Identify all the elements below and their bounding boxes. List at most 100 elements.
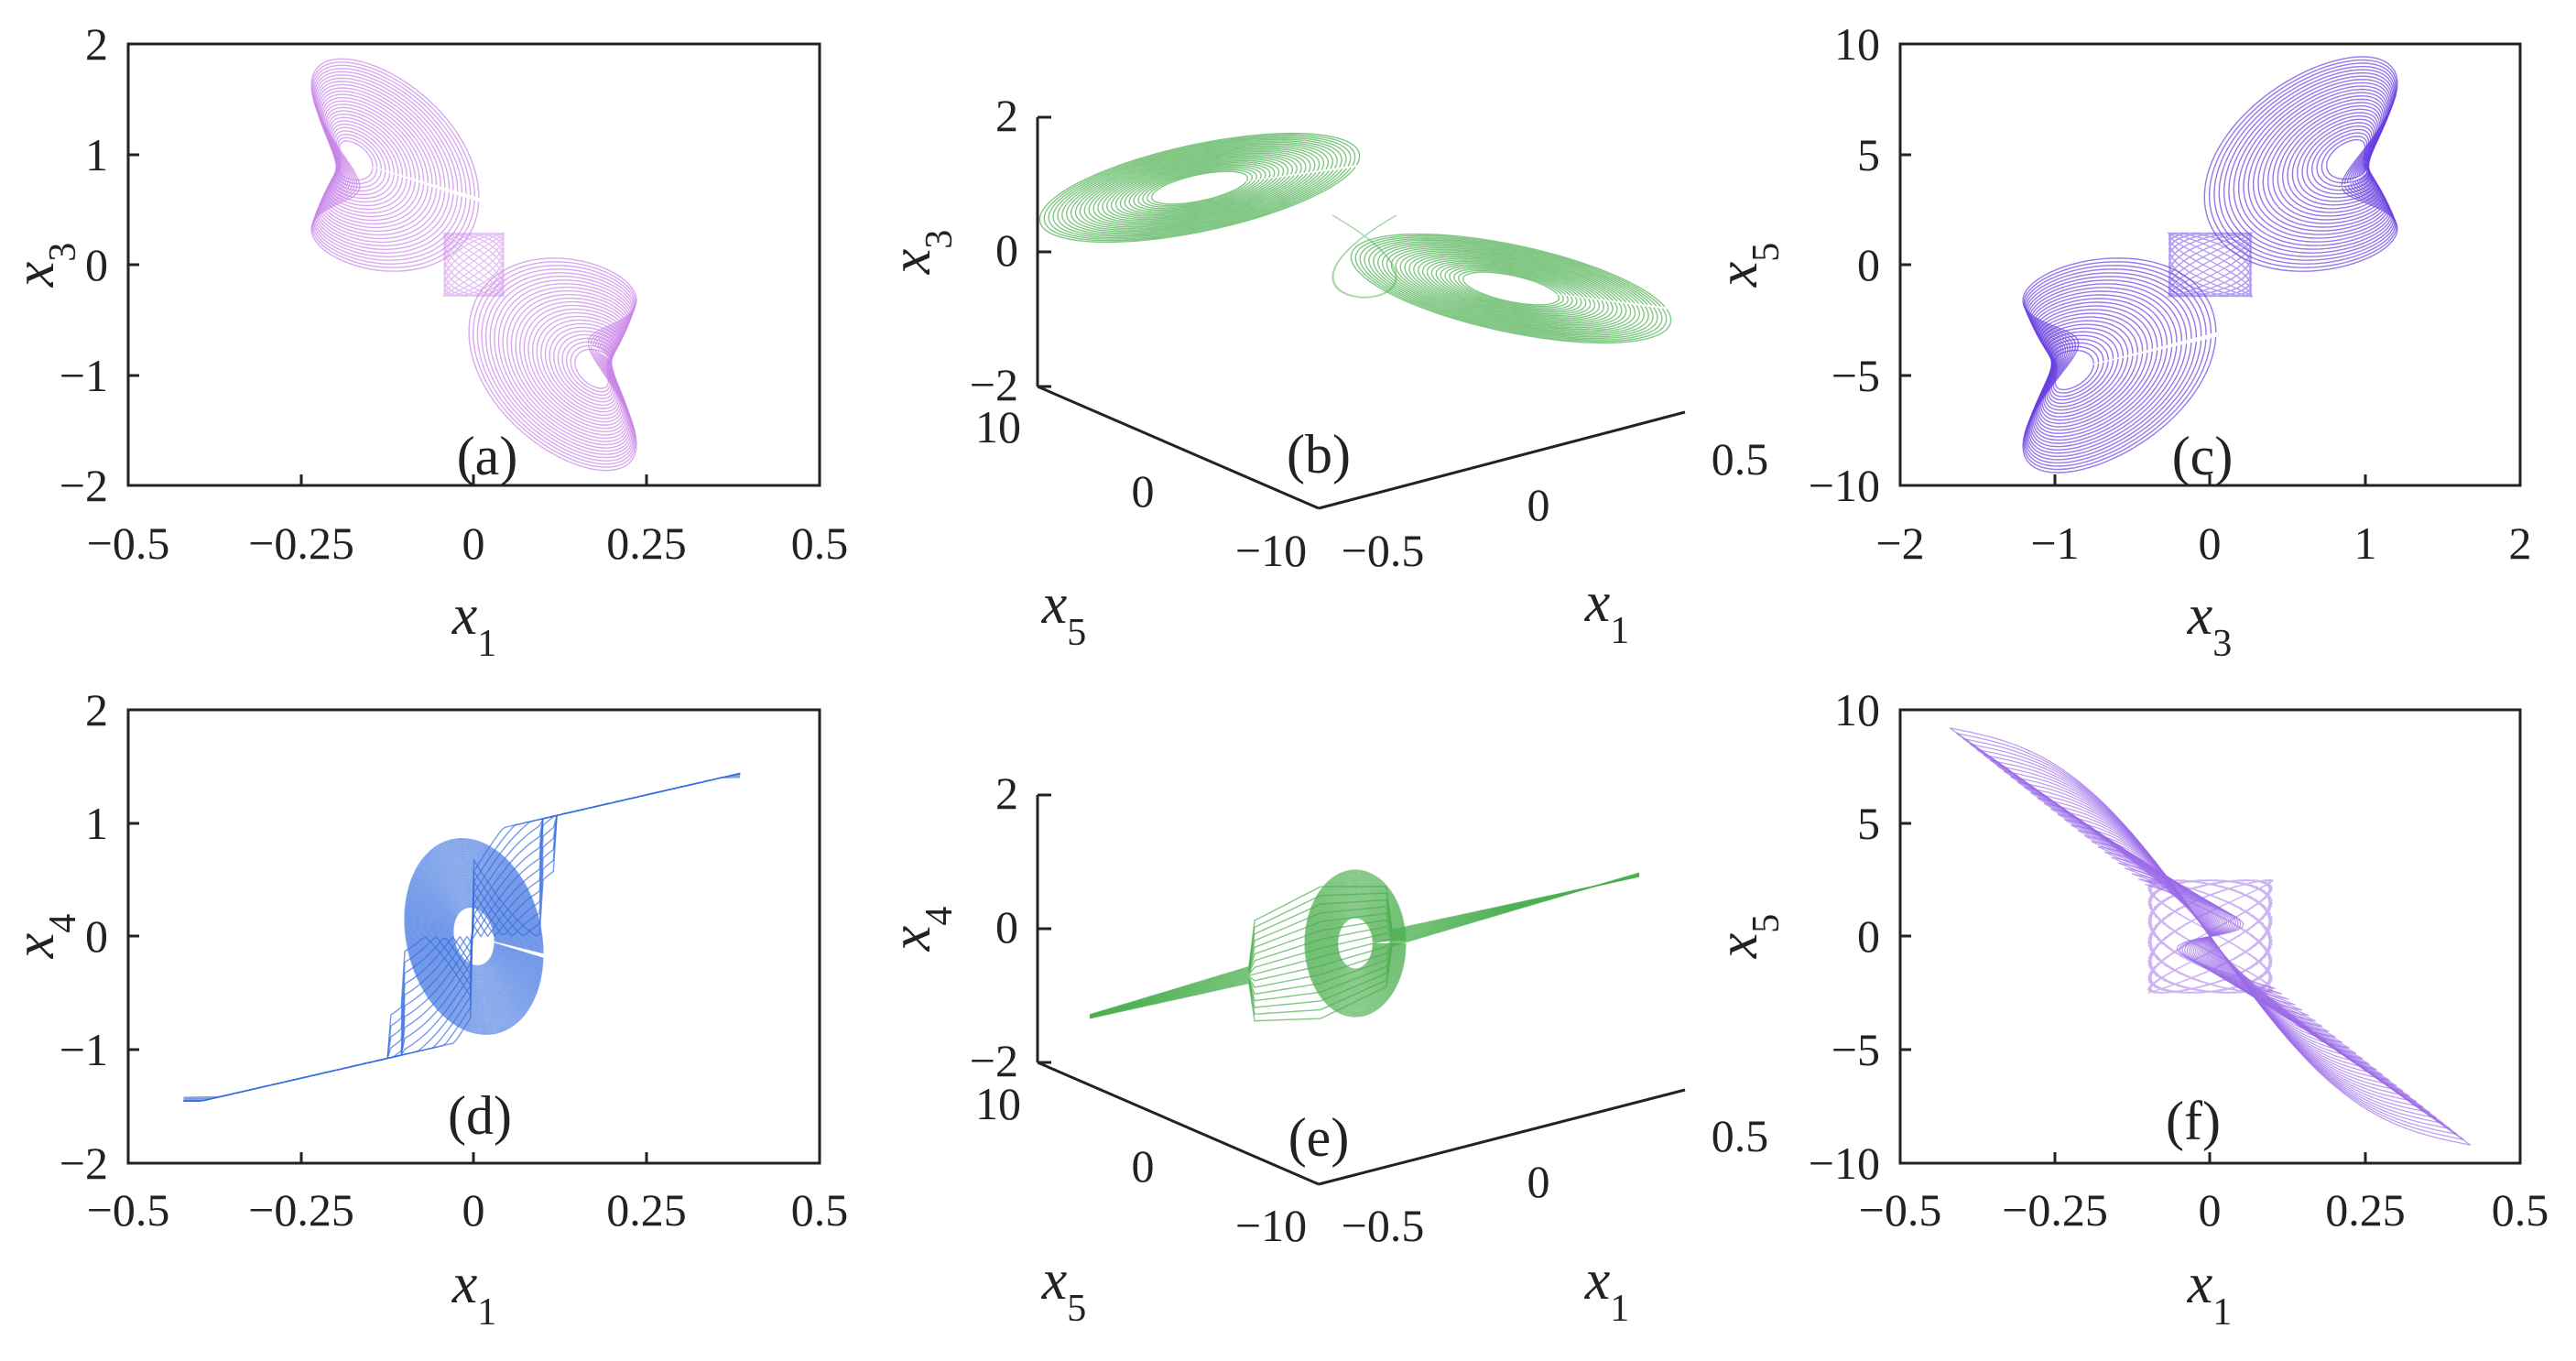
x-tick-label-f-2: 0	[2199, 1184, 2222, 1236]
trajectory-e-loop	[1331, 909, 1379, 977]
x-tick-label-f-4: 0.5	[2492, 1184, 2549, 1236]
trajectory-c-loop	[2208, 59, 2397, 268]
trajectory-a-loop	[311, 61, 475, 268]
trajectory-d-loop	[415, 854, 533, 1019]
trajectory-b-loop	[1364, 237, 1658, 340]
trajectory-d-strand	[183, 772, 741, 1102]
trajectory-b-loop	[1150, 170, 1249, 205]
y-tick-label-a-4: 2	[85, 18, 108, 70]
trajectory-a-loop	[472, 261, 636, 468]
y-tick-marks-d	[128, 708, 139, 1165]
trajectory-b-loop	[1110, 157, 1289, 219]
x-tick-marks-c	[1898, 474, 2522, 485]
y-tick-label-f-1: −5	[1831, 1024, 1880, 1075]
y-tick-label-f-3: 5	[1857, 798, 1880, 849]
trajectory-b-loop	[1440, 264, 1582, 313]
trajectory-b-loop	[1453, 268, 1569, 309]
trajectory-d-loop	[420, 861, 527, 1012]
y-tick-label-f-0: −10	[1809, 1138, 1880, 1189]
trajectory-d-loop	[438, 887, 510, 986]
y-tick-marks-a	[128, 42, 139, 487]
trajectory-d-loop	[404, 838, 544, 1035]
x1-tick-label-e-0: −0.5	[1342, 1200, 1425, 1251]
y-tick-label-a-3: 1	[85, 129, 108, 180]
trajectory-d-loop	[451, 905, 496, 968]
z-tick-marks-e	[1038, 793, 1051, 1064]
x-axis-label-c: x3	[2187, 584, 2233, 665]
trajectory-d-loop	[451, 904, 497, 969]
trajectory-d-loop	[416, 855, 532, 1018]
trajectory-e-loop	[1335, 915, 1375, 972]
trajectory-d-loop	[405, 839, 543, 1034]
trajectory-e-loop	[1318, 889, 1393, 997]
trajectory-e-loop	[1304, 869, 1407, 1018]
y-tick-label-f-4: 10	[1834, 684, 1880, 735]
trajectory-d-loop	[415, 853, 534, 1020]
trajectory-b-loop	[1426, 259, 1596, 318]
trajectory-d-loop	[431, 877, 516, 996]
trajectory-a-loop	[310, 58, 480, 272]
x1-axis-label-b: x1	[1584, 572, 1630, 652]
trajectory-d-strand	[183, 774, 741, 1102]
trajectory-f-loop	[2209, 936, 2431, 1114]
y-tick-label-a-1: −1	[60, 350, 108, 401]
trajectory-d-loop	[446, 898, 502, 975]
trajectory-b-loop	[1373, 241, 1649, 336]
trajectory-c-loop	[2238, 79, 2392, 246]
trajectory-d-loop	[449, 901, 499, 972]
x-tick-label-f-3: 0.25	[2325, 1184, 2406, 1236]
x-tick-label-c-1: −1	[2030, 517, 2079, 569]
x1-tick-label-b-0: −0.5	[1342, 525, 1425, 576]
panel-f: −0.5 −0.25 0 0.25 0.5 −10 −5 0 5 10 x1 x…	[1707, 684, 2549, 1334]
panel-label-b: (b)	[1287, 424, 1351, 485]
y-axis-label-d: x4	[4, 914, 84, 960]
trajectory-e-loop	[1312, 881, 1398, 1006]
trajectory-b-loop	[1114, 158, 1285, 217]
trajectory-d-loop	[407, 841, 541, 1032]
trajectory-e-loop	[1310, 877, 1401, 1009]
trajectory-c-loop	[2223, 69, 2395, 257]
trajectory-d-loop	[406, 840, 542, 1033]
trajectory-b-loop	[1408, 253, 1614, 324]
trajectory-d-loop	[441, 891, 506, 982]
trajectory-a-loop	[494, 278, 633, 452]
trajectory-d-loop	[418, 857, 530, 1016]
z-tick-label-b-0: −2	[970, 359, 1018, 410]
trajectory-d-loop	[427, 870, 521, 1003]
trajectory-d-loop	[429, 874, 518, 999]
trajectory-d-loop	[440, 890, 507, 983]
trajectory-d-loop	[426, 869, 522, 1004]
trajectory-c-loop	[2027, 276, 2192, 457]
trajectory-e-loop	[1337, 917, 1374, 970]
trajectory-d-strand	[183, 772, 741, 1102]
x-tick-label-c-3: 1	[2354, 517, 2377, 569]
trajectory-d-loop	[437, 884, 511, 989]
trajectory-b-loop	[1449, 267, 1573, 310]
trajectory-e-loop	[1314, 884, 1397, 1003]
trajectory-a-loop	[481, 268, 636, 462]
trajectory-f-loop	[2209, 936, 2472, 1146]
trajectory-e-loop	[1327, 902, 1384, 985]
trajectory-d-loop	[448, 900, 500, 973]
trajectory-b-loop	[1083, 147, 1316, 228]
panel-d: −0.5 −0.25 0 0.25 0.5 −2 −1 0 1 2 x1 x4 …	[4, 684, 848, 1334]
trajectory-a-loop	[489, 275, 634, 455]
y-axis-label-a: x3	[4, 243, 84, 289]
x-axis-label-f: x1	[2187, 1253, 2233, 1334]
z-tick-label-b-2: 2	[995, 90, 1018, 141]
trajectory-c-loop	[2257, 92, 2387, 232]
trajectory-c-loop	[2247, 85, 2389, 239]
x-tick-label-a-3: 0.25	[606, 517, 687, 569]
trajectory-d-loop	[430, 876, 517, 997]
trajectory-b-loop	[1079, 146, 1321, 230]
trajectory-e-loop	[1309, 876, 1402, 1011]
trajectory-a-loop	[315, 77, 454, 251]
trajectory-e-loop	[1321, 893, 1390, 994]
trajectory-d-loop	[408, 844, 540, 1029]
y-tick-label-c-3: 5	[1857, 129, 1880, 180]
x5-axis-label-b: x5	[1041, 573, 1087, 654]
trajectory-c-loop	[2218, 65, 2396, 261]
trajectory-c-loop	[2022, 257, 2217, 474]
trajectory-d-strand	[183, 772, 741, 1100]
z-axis-label-b: x3	[880, 230, 961, 276]
